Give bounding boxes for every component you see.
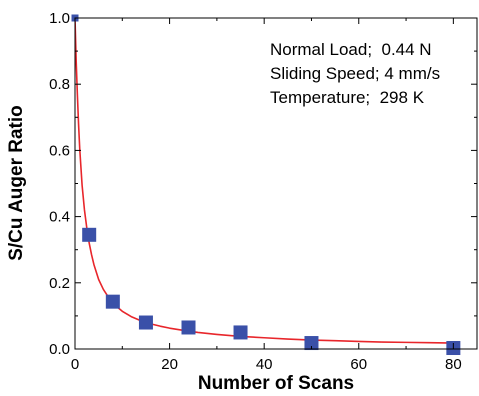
plot-area bbox=[71, 14, 461, 356]
x-tick-label: 0 bbox=[71, 356, 79, 373]
data-point-marker bbox=[181, 320, 196, 335]
y-tick-label: 0.2 bbox=[49, 275, 70, 292]
x-tick-label: 60 bbox=[350, 356, 367, 373]
data-markers-layer bbox=[71, 14, 461, 356]
annotation-normal-load: Normal Load; 0.44 N bbox=[270, 40, 432, 59]
y-tick-label: 0.4 bbox=[49, 209, 70, 226]
y-tick-label: 0.8 bbox=[49, 76, 70, 93]
x-tick-label: 80 bbox=[445, 356, 462, 373]
y-tick-label: 1.0 bbox=[49, 10, 70, 27]
data-point-marker bbox=[138, 315, 153, 330]
data-point-marker bbox=[105, 294, 120, 309]
data-point-marker bbox=[82, 227, 97, 242]
x-axis-title: Number of Scans bbox=[198, 373, 354, 394]
data-point-marker bbox=[304, 336, 319, 351]
y-tick-label: 0.6 bbox=[49, 142, 70, 159]
annotation-block: Normal Load; 0.44 N Sliding Speed; 4 mm/… bbox=[270, 40, 440, 107]
fit-curve-layer bbox=[75, 18, 454, 344]
x-tick-label: 40 bbox=[256, 356, 273, 373]
data-point-marker bbox=[233, 325, 248, 340]
x-axis-ticks: 0 20 40 60 80 bbox=[71, 18, 462, 373]
y-tick-label: 0.0 bbox=[49, 341, 70, 358]
x-tick-label: 20 bbox=[161, 356, 178, 373]
annotation-temperature: Temperature; 298 K bbox=[270, 88, 425, 107]
y-axis-ticks: 0.0 0.2 0.4 0.6 0.8 1.0 bbox=[49, 10, 477, 358]
y-axis-title: S/Cu Auger Ratio bbox=[6, 105, 27, 261]
fit-curve bbox=[75, 18, 454, 344]
annotation-sliding-speed: Sliding Speed; 4 mm/s bbox=[270, 64, 440, 83]
